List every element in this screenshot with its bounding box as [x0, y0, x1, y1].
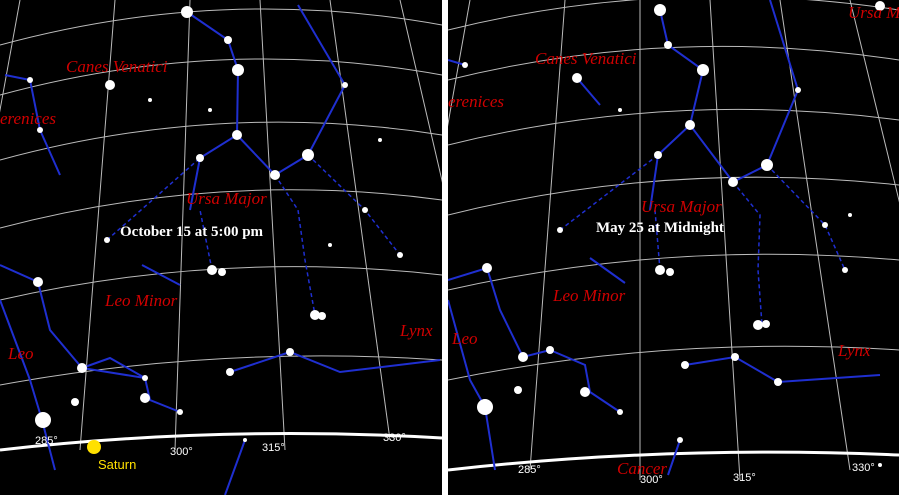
panel-left [0, 0, 442, 495]
planet-label: Saturn [98, 457, 136, 472]
degree-label: 330° [383, 432, 406, 444]
degree-label: 285° [35, 435, 58, 447]
constellation-label: Leo [451, 329, 478, 348]
degree-label: 285° [518, 464, 541, 476]
degree-label: 315° [262, 442, 285, 454]
degree-label: 300° [170, 446, 193, 458]
constellation-label: Canes Venatici [66, 57, 168, 76]
constellation-label: erenices [0, 109, 56, 128]
panel-right [448, 0, 899, 495]
constellation-label: Ursa M [848, 3, 899, 22]
planet-marker [87, 440, 101, 454]
constellation-label: Ursa Major [186, 189, 267, 208]
constellation-label: Lynx [837, 341, 871, 360]
constellation-label: Cancer [617, 459, 667, 478]
caption: May 25 at Midnight [596, 220, 724, 236]
degree-label: 300° [640, 474, 663, 486]
constellation-label: Leo Minor [104, 291, 178, 310]
degree-label: 315° [733, 472, 756, 484]
constellation-label: Lynx [399, 321, 433, 340]
constellation-label: Leo Minor [552, 286, 626, 305]
constellation-label: erenices [448, 92, 504, 111]
degree-label: 330° [852, 462, 875, 474]
constellation-label: Canes Venatici [535, 49, 637, 68]
caption: October 15 at 5:00 pm [120, 224, 264, 240]
constellation-label: Ursa Major [641, 197, 722, 216]
constellation-label: Leo [7, 344, 34, 363]
